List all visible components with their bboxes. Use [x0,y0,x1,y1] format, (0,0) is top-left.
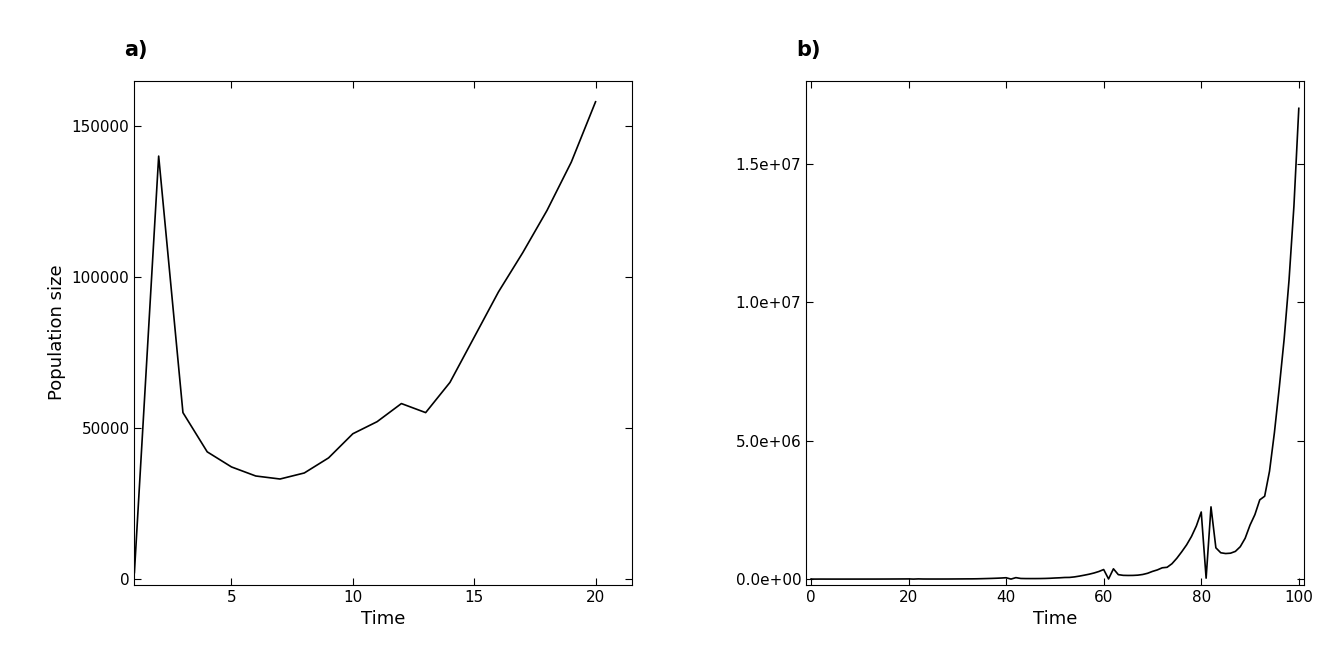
Y-axis label: Population size: Population size [48,265,66,401]
Text: a): a) [125,40,148,60]
Text: b): b) [796,40,821,60]
X-axis label: Time: Time [362,610,406,628]
X-axis label: Time: Time [1032,610,1077,628]
